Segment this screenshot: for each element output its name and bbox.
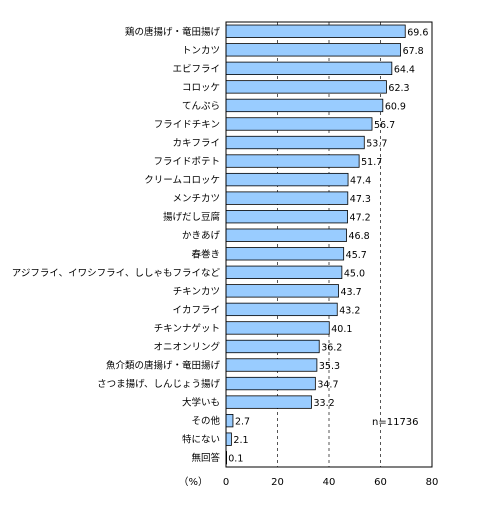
bar-10 <box>225 191 349 205</box>
plot-frame <box>225 21 433 468</box>
category-label: チキンナゲット <box>154 322 220 334</box>
category-label: さつま揚げ、しんじょう揚げ <box>97 378 220 390</box>
category-label: 大学いも <box>182 397 220 409</box>
value-label: 35.3 <box>319 361 340 372</box>
category-label: コロッケ <box>182 82 220 93</box>
bar-13 <box>225 247 345 261</box>
category-label: イカフライ <box>172 305 220 316</box>
bar-16 <box>225 302 338 317</box>
value-label: 45.7 <box>346 250 367 261</box>
bar-17 <box>225 321 330 335</box>
category-label: 春巻き <box>191 248 220 260</box>
bar-2 <box>225 43 401 57</box>
bar-4 <box>225 80 387 94</box>
x-tick-label: 40 <box>323 477 336 488</box>
x-tick-label: 20 <box>271 477 284 488</box>
bar-19 <box>225 358 318 372</box>
category-label: アジフライ、イワシフライ、ししゃもフライなど <box>12 268 221 279</box>
bar-6 <box>225 117 373 131</box>
category-label: 鶏の唐揚げ・竜田揚げ <box>125 26 221 38</box>
bar-14 <box>225 265 343 279</box>
value-label: 62.3 <box>388 83 409 94</box>
bar-23 <box>225 432 232 446</box>
category-label: チキンカツ <box>173 286 220 297</box>
category-label: フライドチキン <box>154 119 220 130</box>
value-label: 34.7 <box>317 380 338 391</box>
category-label: クリームコロッケ <box>144 175 220 186</box>
bar-21 <box>225 395 312 409</box>
value-label: 60.9 <box>385 101 406 112</box>
category-label: 無回答 <box>191 452 220 464</box>
grid-lines <box>277 22 381 467</box>
bar-20 <box>225 376 316 391</box>
value-label: 47.3 <box>350 194 371 205</box>
category-label: 特にない <box>182 434 220 446</box>
value-label: 67.8 <box>403 46 424 57</box>
bar-9 <box>225 172 349 187</box>
value-label: 51.7 <box>361 157 382 168</box>
bar-5 <box>225 98 384 113</box>
value-label: 2.7 <box>235 417 250 428</box>
value-label: 47.4 <box>350 176 371 187</box>
bar-8 <box>225 154 360 168</box>
value-label: 56.7 <box>374 120 395 131</box>
category-label: かきあげ <box>182 231 221 242</box>
value-labels: 69.6 67.8 64.4 62.3 60.9 56.7 53.7 51.7 47.4 47.3… <box>228 27 428 464</box>
bar-1 <box>225 24 406 38</box>
category-label: エビフライ <box>172 64 220 75</box>
bar-18 <box>225 339 320 354</box>
x-unit-label: （%） <box>178 476 208 488</box>
category-label: オニオンリング <box>153 341 220 353</box>
bar-11 <box>225 210 348 224</box>
value-label: 64.4 <box>394 64 415 75</box>
sample-size-annotation: n=11736 <box>372 417 419 428</box>
value-label: 46.8 <box>349 231 370 242</box>
value-label: 43.2 <box>339 305 360 316</box>
bar-22 <box>225 413 234 428</box>
category-label: カキフライ <box>172 138 220 149</box>
category-label: トンカツ <box>182 45 220 56</box>
bar-15 <box>225 284 339 298</box>
x-tick-labels: 0 20 40 60 80 <box>223 477 439 488</box>
bar-3 <box>225 61 393 76</box>
category-label: 魚介類の唐揚げ・竜田揚げ <box>106 360 221 372</box>
bars <box>225 24 406 465</box>
x-tick-label: 60 <box>374 477 387 488</box>
value-label: 45.0 <box>344 268 365 279</box>
bar-12 <box>225 228 347 242</box>
value-label: 0.1 <box>228 454 243 465</box>
category-label: てんぷら <box>182 101 220 112</box>
x-tick-label: 0 <box>223 477 229 488</box>
value-label: 2.1 <box>233 435 248 446</box>
category-label: メンチカツ <box>172 194 220 205</box>
bar-7 <box>225 135 365 150</box>
value-label: 33.2 <box>313 398 334 409</box>
value-label: 69.6 <box>407 27 428 38</box>
x-tick-label: 80 <box>426 477 439 488</box>
category-labels: 鶏の唐揚げ・竜田揚げトンカツエビフライコロッケてんぷらフライドチキンカキフライフ… <box>12 26 221 464</box>
value-label: 36.2 <box>321 342 342 353</box>
category-label: 揚げだし豆腐 <box>163 211 220 223</box>
category-label: その他 <box>191 415 220 427</box>
category-label: フライドポテト <box>153 157 220 168</box>
value-label: 47.2 <box>350 213 371 224</box>
value-label: 43.7 <box>341 287 362 298</box>
value-label: 53.7 <box>366 139 387 150</box>
value-label: 40.1 <box>331 324 352 335</box>
